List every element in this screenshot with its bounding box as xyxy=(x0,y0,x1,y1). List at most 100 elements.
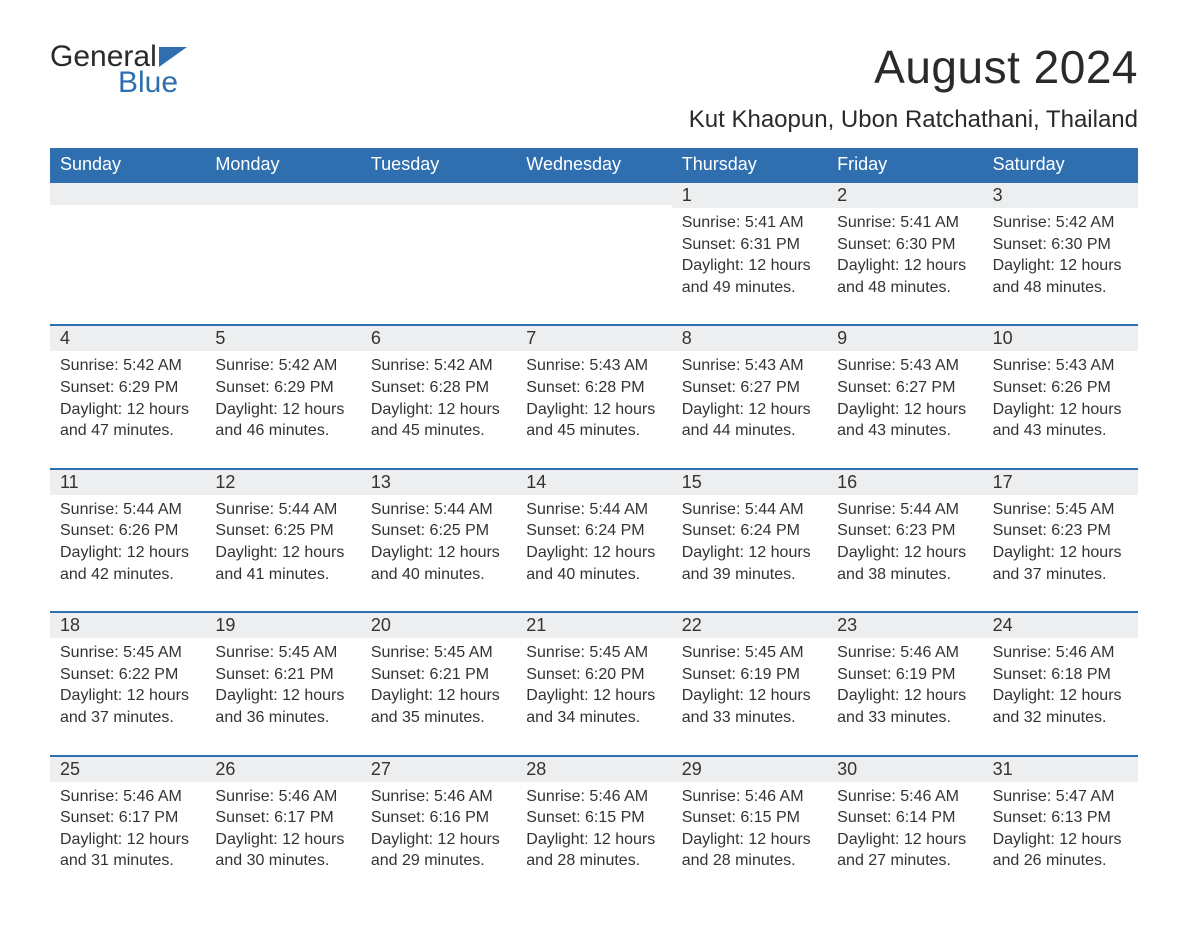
daylight-text: Daylight: 12 hours and 27 minutes. xyxy=(837,829,972,872)
sunrise-text: Sunrise: 5:44 AM xyxy=(60,499,195,521)
calendar-day-cell: 8Sunrise: 5:43 AMSunset: 6:27 PMDaylight… xyxy=(672,324,827,467)
day-number: 3 xyxy=(983,181,1138,208)
day-number: 19 xyxy=(205,611,360,638)
sunrise-text: Sunrise: 5:45 AM xyxy=(215,642,350,664)
day-number: 2 xyxy=(827,181,982,208)
sunrise-text: Sunrise: 5:41 AM xyxy=(682,212,817,234)
calendar-day-cell: 25Sunrise: 5:46 AMSunset: 6:17 PMDayligh… xyxy=(50,755,205,898)
daylight-text: Daylight: 12 hours and 32 minutes. xyxy=(993,685,1128,728)
day-number-blank xyxy=(361,181,516,205)
day-body: Sunrise: 5:42 AMSunset: 6:29 PMDaylight:… xyxy=(205,351,360,467)
sunrise-text: Sunrise: 5:47 AM xyxy=(993,786,1128,808)
day-number: 15 xyxy=(672,468,827,495)
daylight-text: Daylight: 12 hours and 40 minutes. xyxy=(526,542,661,585)
sunrise-text: Sunrise: 5:44 AM xyxy=(837,499,972,521)
day-number: 12 xyxy=(205,468,360,495)
day-body-blank xyxy=(50,205,205,305)
day-number: 28 xyxy=(516,755,671,782)
calendar-day-cell: 27Sunrise: 5:46 AMSunset: 6:16 PMDayligh… xyxy=(361,755,516,898)
day-body: Sunrise: 5:43 AMSunset: 6:27 PMDaylight:… xyxy=(827,351,982,467)
calendar-day-cell: 26Sunrise: 5:46 AMSunset: 6:17 PMDayligh… xyxy=(205,755,360,898)
day-body: Sunrise: 5:42 AMSunset: 6:29 PMDaylight:… xyxy=(50,351,205,467)
day-body: Sunrise: 5:44 AMSunset: 6:26 PMDaylight:… xyxy=(50,495,205,611)
day-body: Sunrise: 5:42 AMSunset: 6:28 PMDaylight:… xyxy=(361,351,516,467)
weekday-header: Thursday xyxy=(672,148,827,181)
calendar-day-cell: 19Sunrise: 5:45 AMSunset: 6:21 PMDayligh… xyxy=(205,611,360,754)
weekday-header: Tuesday xyxy=(361,148,516,181)
sunrise-text: Sunrise: 5:43 AM xyxy=(993,355,1128,377)
sunrise-text: Sunrise: 5:43 AM xyxy=(837,355,972,377)
daylight-text: Daylight: 12 hours and 47 minutes. xyxy=(60,399,195,442)
calendar-day-cell: 5Sunrise: 5:42 AMSunset: 6:29 PMDaylight… xyxy=(205,324,360,467)
sunset-text: Sunset: 6:21 PM xyxy=(215,664,350,686)
sunset-text: Sunset: 6:24 PM xyxy=(526,520,661,542)
day-body: Sunrise: 5:46 AMSunset: 6:18 PMDaylight:… xyxy=(983,638,1138,754)
day-number: 11 xyxy=(50,468,205,495)
daylight-text: Daylight: 12 hours and 41 minutes. xyxy=(215,542,350,585)
day-number: 13 xyxy=(361,468,516,495)
header-row: General Blue August 2024 Kut Khaopun, Ub… xyxy=(50,40,1138,134)
calendar-day-cell: 10Sunrise: 5:43 AMSunset: 6:26 PMDayligh… xyxy=(983,324,1138,467)
sunset-text: Sunset: 6:16 PM xyxy=(371,807,506,829)
sunset-text: Sunset: 6:15 PM xyxy=(682,807,817,829)
sunset-text: Sunset: 6:31 PM xyxy=(682,234,817,256)
day-number: 29 xyxy=(672,755,827,782)
day-body: Sunrise: 5:44 AMSunset: 6:25 PMDaylight:… xyxy=(205,495,360,611)
daylight-text: Daylight: 12 hours and 42 minutes. xyxy=(60,542,195,585)
day-body: Sunrise: 5:47 AMSunset: 6:13 PMDaylight:… xyxy=(983,782,1138,898)
sunrise-text: Sunrise: 5:46 AM xyxy=(215,786,350,808)
daylight-text: Daylight: 12 hours and 36 minutes. xyxy=(215,685,350,728)
sunrise-text: Sunrise: 5:44 AM xyxy=(215,499,350,521)
day-body: Sunrise: 5:45 AMSunset: 6:22 PMDaylight:… xyxy=(50,638,205,754)
day-number: 18 xyxy=(50,611,205,638)
sunset-text: Sunset: 6:15 PM xyxy=(526,807,661,829)
day-number: 9 xyxy=(827,324,982,351)
day-number: 26 xyxy=(205,755,360,782)
sunset-text: Sunset: 6:19 PM xyxy=(837,664,972,686)
calendar-day-cell: 29Sunrise: 5:46 AMSunset: 6:15 PMDayligh… xyxy=(672,755,827,898)
weekday-header: Friday xyxy=(827,148,982,181)
day-body-blank xyxy=(516,205,671,305)
day-body-blank xyxy=(205,205,360,305)
sunset-text: Sunset: 6:18 PM xyxy=(993,664,1128,686)
daylight-text: Daylight: 12 hours and 45 minutes. xyxy=(371,399,506,442)
sunrise-text: Sunrise: 5:46 AM xyxy=(993,642,1128,664)
day-body: Sunrise: 5:46 AMSunset: 6:17 PMDaylight:… xyxy=(50,782,205,898)
day-body: Sunrise: 5:44 AMSunset: 6:23 PMDaylight:… xyxy=(827,495,982,611)
weekday-header: Saturday xyxy=(983,148,1138,181)
calendar-day-cell: 24Sunrise: 5:46 AMSunset: 6:18 PMDayligh… xyxy=(983,611,1138,754)
daylight-text: Daylight: 12 hours and 26 minutes. xyxy=(993,829,1128,872)
sunrise-text: Sunrise: 5:45 AM xyxy=(60,642,195,664)
sunrise-text: Sunrise: 5:46 AM xyxy=(837,786,972,808)
sunset-text: Sunset: 6:24 PM xyxy=(682,520,817,542)
day-body: Sunrise: 5:45 AMSunset: 6:21 PMDaylight:… xyxy=(205,638,360,754)
sunrise-text: Sunrise: 5:42 AM xyxy=(371,355,506,377)
sunrise-text: Sunrise: 5:46 AM xyxy=(60,786,195,808)
day-body: Sunrise: 5:44 AMSunset: 6:25 PMDaylight:… xyxy=(361,495,516,611)
day-number: 20 xyxy=(361,611,516,638)
day-number: 7 xyxy=(516,324,671,351)
sunrise-text: Sunrise: 5:41 AM xyxy=(837,212,972,234)
day-number: 25 xyxy=(50,755,205,782)
daylight-text: Daylight: 12 hours and 28 minutes. xyxy=(682,829,817,872)
day-number: 21 xyxy=(516,611,671,638)
sunset-text: Sunset: 6:23 PM xyxy=(993,520,1128,542)
daylight-text: Daylight: 12 hours and 35 minutes. xyxy=(371,685,506,728)
calendar-day-cell: 11Sunrise: 5:44 AMSunset: 6:26 PMDayligh… xyxy=(50,468,205,611)
daylight-text: Daylight: 12 hours and 48 minutes. xyxy=(993,255,1128,298)
day-number-blank xyxy=(205,181,360,205)
sunset-text: Sunset: 6:19 PM xyxy=(682,664,817,686)
daylight-text: Daylight: 12 hours and 46 minutes. xyxy=(215,399,350,442)
day-body: Sunrise: 5:44 AMSunset: 6:24 PMDaylight:… xyxy=(516,495,671,611)
calendar-day-cell: 3Sunrise: 5:42 AMSunset: 6:30 PMDaylight… xyxy=(983,181,1138,324)
calendar-day-cell: 13Sunrise: 5:44 AMSunset: 6:25 PMDayligh… xyxy=(361,468,516,611)
brand-logo: General Blue xyxy=(50,40,187,100)
calendar-day-cell: 17Sunrise: 5:45 AMSunset: 6:23 PMDayligh… xyxy=(983,468,1138,611)
daylight-text: Daylight: 12 hours and 44 minutes. xyxy=(682,399,817,442)
daylight-text: Daylight: 12 hours and 48 minutes. xyxy=(837,255,972,298)
day-number: 24 xyxy=(983,611,1138,638)
sunset-text: Sunset: 6:26 PM xyxy=(993,377,1128,399)
daylight-text: Daylight: 12 hours and 38 minutes. xyxy=(837,542,972,585)
day-body: Sunrise: 5:41 AMSunset: 6:31 PMDaylight:… xyxy=(672,208,827,324)
day-number-blank xyxy=(50,181,205,205)
